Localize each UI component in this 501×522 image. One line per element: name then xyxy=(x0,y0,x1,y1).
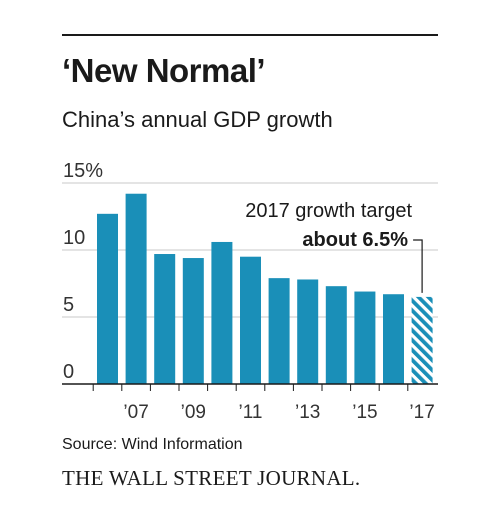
publisher-logo: THE WALL STREET JOURNAL. xyxy=(62,466,361,490)
y-tick-label: 15% xyxy=(63,160,103,182)
x-tick-label: ’17 xyxy=(409,402,434,423)
chart-subtitle: China’s annual GDP growth xyxy=(62,107,333,132)
bar xyxy=(383,294,404,384)
bar xyxy=(182,258,204,384)
x-tick-label: ’11 xyxy=(239,402,263,423)
labels: 0 5 10 15% ’07 ’09 ’11 ’13 ’15 ’17 2017 growth tar… xyxy=(63,160,435,423)
annotation-label: 2017 growth target xyxy=(245,200,412,222)
bar xyxy=(354,291,376,384)
bar xyxy=(240,256,261,384)
x-tick-label: ’15 xyxy=(352,402,377,423)
annotation-leader-line xyxy=(413,239,423,293)
target-bar xyxy=(411,296,433,384)
bars xyxy=(97,193,433,384)
bar xyxy=(97,213,118,384)
x-tick-label: ’13 xyxy=(295,402,320,423)
annotation-value: about 6.5% xyxy=(302,229,408,251)
y-tick-label: 5 xyxy=(63,294,74,316)
x-tick-label: ’07 xyxy=(123,402,148,423)
chart-title: ‘New Normal’ xyxy=(62,52,266,89)
bar xyxy=(297,279,319,384)
source-note: Source: Wind Information xyxy=(62,436,243,453)
y-tick-label: 0 xyxy=(63,361,74,383)
bar xyxy=(325,286,347,384)
bar xyxy=(211,241,233,384)
axes xyxy=(62,383,438,391)
bar xyxy=(154,254,176,384)
bar xyxy=(268,278,290,384)
y-tick-label: 10 xyxy=(63,227,85,249)
top-rule xyxy=(62,34,438,36)
bar xyxy=(125,193,147,384)
x-tick-label: ’09 xyxy=(181,402,206,423)
